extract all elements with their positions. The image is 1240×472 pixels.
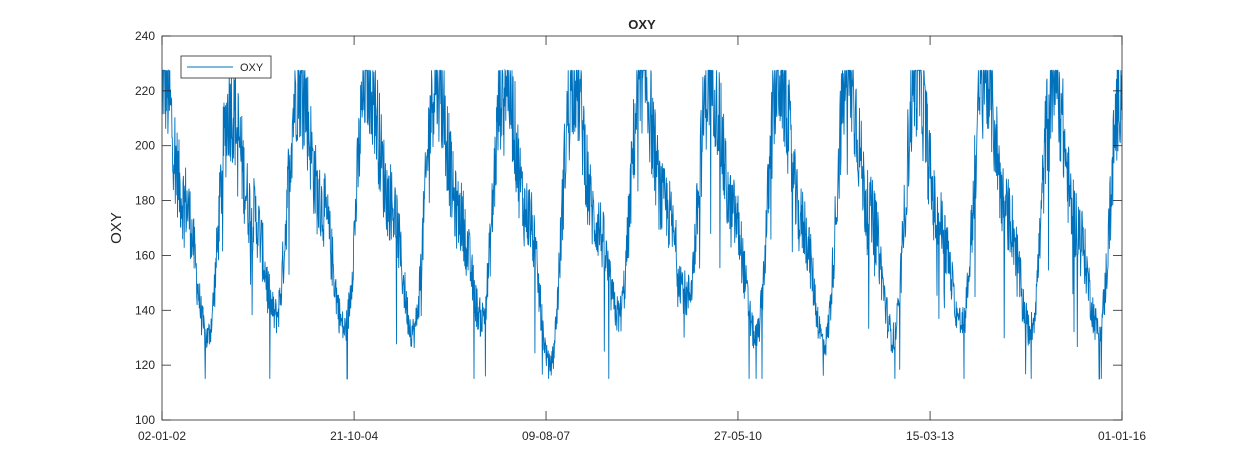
x-tick-label: 09-08-07 — [522, 429, 570, 443]
y-tick-label: 200 — [135, 139, 155, 153]
y-axis-label: OXY — [108, 212, 125, 244]
legend: OXY — [180, 55, 272, 79]
y-tick-label: 160 — [135, 248, 155, 262]
y-tick-label: 140 — [135, 303, 155, 317]
y-tick-label: 120 — [135, 358, 155, 372]
ticks-layer: 100 120 140 160 180 200 220 240 02-01-02 21-10-04… — [135, 29, 1146, 443]
axes-box — [161, 35, 1123, 421]
y-tick-label: 240 — [135, 29, 155, 43]
x-tick-label: 01-01-16 — [1098, 429, 1146, 443]
legend-label-oxy: OXY — [240, 62, 264, 74]
chart-title: OXY — [628, 17, 656, 32]
x-tick-label: 15-03-13 — [906, 429, 954, 443]
series-layer — [162, 68, 1123, 380]
y-tick-label: 180 — [135, 194, 155, 208]
series-line-oxy — [162, 68, 1123, 380]
y-tick-label: 220 — [135, 84, 155, 98]
y-tick-label: 100 — [135, 413, 155, 427]
x-tick-label: 02-01-02 — [138, 429, 186, 443]
x-tick-label: 21-10-04 — [330, 429, 378, 443]
x-tick-label: 27-05-10 — [714, 429, 762, 443]
